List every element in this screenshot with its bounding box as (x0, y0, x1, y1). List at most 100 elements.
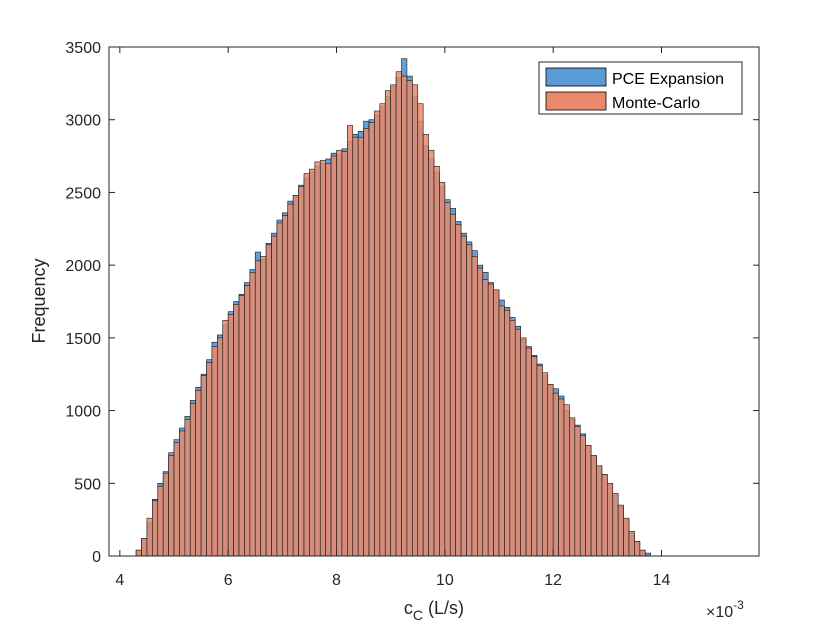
monte-carlo-bar (244, 285, 251, 557)
monte-carlo-bar (233, 304, 240, 557)
x-tick-label: 12 (544, 572, 562, 589)
monte-carlo-bar (379, 103, 386, 557)
monte-carlo-bar (282, 215, 289, 557)
monte-carlo-bar (168, 455, 175, 557)
monte-carlo-bar (417, 103, 424, 557)
monte-carlo-bar (493, 289, 500, 557)
x-axis-multiplier: ×10-3 (706, 598, 744, 621)
monte-carlo-bar (352, 136, 359, 557)
monte-carlo-bar (460, 235, 467, 557)
monte-carlo-bar (514, 328, 521, 557)
monte-carlo-bar (249, 272, 256, 557)
monte-carlo-bar (466, 244, 473, 557)
monte-carlo-bar (200, 375, 207, 557)
monte-carlo-bar (422, 133, 429, 557)
monte-carlo-bar (152, 500, 159, 557)
monte-carlo-bar (444, 202, 451, 557)
monte-carlo-bar (211, 346, 218, 557)
monte-carlo-bar (520, 337, 527, 557)
monte-carlo-bar (552, 392, 559, 557)
monte-carlo-bar (227, 314, 234, 557)
monte-carlo-bar (477, 267, 484, 557)
monte-carlo-bar (547, 384, 554, 557)
x-tick-label: 4 (115, 572, 124, 589)
x-tick-label: 14 (653, 572, 671, 589)
monte-carlo-bar (384, 90, 391, 557)
monte-carlo-bar (412, 84, 419, 557)
monte-carlo-bar (157, 485, 164, 557)
monte-carlo-bar (135, 549, 142, 557)
monte-carlo-bar (579, 434, 586, 557)
x-axis-label: cC (L/s) (404, 598, 464, 623)
monte-carlo-bar (363, 128, 370, 557)
legend-label-monte-carlo: Monte-Carlo (612, 95, 700, 112)
monte-carlo-bar (509, 320, 516, 557)
monte-carlo-bar (471, 256, 478, 557)
monte-carlo-bar (179, 430, 186, 557)
monte-carlo-bar (195, 389, 202, 557)
monte-carlo-bar (455, 224, 462, 557)
monte-carlo-bar (639, 549, 646, 557)
monte-carlo-bar (449, 213, 456, 557)
monte-carlo-bar (628, 530, 635, 557)
monte-carlo-bar (634, 541, 641, 557)
monte-carlo-bar (184, 418, 191, 557)
y-tick-label: 3000 (65, 113, 101, 130)
monte-carlo-bar (189, 402, 196, 557)
monte-carlo-bar (162, 472, 169, 557)
monte-carlo-bar (347, 125, 354, 557)
monte-carlo-bar (319, 160, 326, 557)
monte-carlo-bar (374, 110, 381, 557)
monte-carlo-bar (596, 465, 603, 557)
monte-carlo-bar (601, 474, 608, 557)
monte-carlo-bar (433, 165, 440, 557)
x-ticks-group: 4 6 8 10 12 14 (115, 47, 671, 589)
x-axis-label-subscript: C (413, 607, 423, 623)
monte-carlo-bar (325, 163, 332, 557)
monte-carlo-bar (357, 136, 364, 557)
monte-carlo-bar (395, 71, 402, 557)
monte-carlo-bar (542, 372, 549, 557)
monte-carlo-bar (569, 417, 576, 557)
monte-carlo-bar (590, 455, 597, 557)
y-ticks-group: 0 500 1000 1500 2000 2500 3000 3500 (65, 40, 759, 566)
monte-carlo-bar (612, 493, 619, 557)
monte-carlo-bar (222, 320, 229, 557)
monte-carlo-bar (406, 80, 413, 557)
y-tick-label: 0 (92, 549, 101, 566)
monte-carlo-bar (341, 151, 348, 557)
monte-carlo-bar (260, 256, 267, 557)
legend-swatch-pce (545, 67, 607, 87)
x-tick-label: 10 (436, 572, 454, 589)
monte-carlo-bar (390, 84, 397, 557)
monte-carlo-bar (531, 356, 538, 557)
y-axis-label: Frequency (29, 258, 49, 343)
monte-carlo-bar (401, 75, 408, 557)
legend: PCE Expansion Monte-Carlo (538, 61, 743, 115)
y-tick-label: 2000 (65, 258, 101, 275)
monte-carlo-bar (563, 404, 570, 557)
monte-carlo-bar (314, 161, 321, 557)
monte-carlo-bar (607, 482, 614, 557)
legend-label-pce: PCE Expansion (612, 71, 724, 88)
x-axis-label-unit: (L/s) (423, 598, 464, 618)
monte-carlo-bar (309, 168, 316, 557)
monte-carlo-bar (298, 186, 305, 557)
monte-carlo-bar (623, 517, 630, 557)
monte-carlo-bar (330, 155, 337, 557)
monte-carlo-bar (292, 195, 299, 557)
monte-carlo-bar (439, 181, 446, 557)
legend-swatch-monte-carlo (545, 91, 607, 111)
monte-carlo-bar (287, 203, 294, 557)
monte-carlo-bar (265, 244, 272, 557)
monte-carlo-bar (206, 362, 213, 557)
monte-carlo-bar (585, 445, 592, 557)
monte-carlo-bar (536, 365, 543, 557)
monte-carlo-bar (525, 347, 532, 557)
monte-carlo-bar (146, 517, 153, 557)
monte-carlo-bar (558, 398, 565, 557)
monte-carlo-bar (276, 222, 283, 557)
y-tick-label: 3500 (65, 40, 101, 57)
monte-carlo-bar (574, 426, 581, 557)
